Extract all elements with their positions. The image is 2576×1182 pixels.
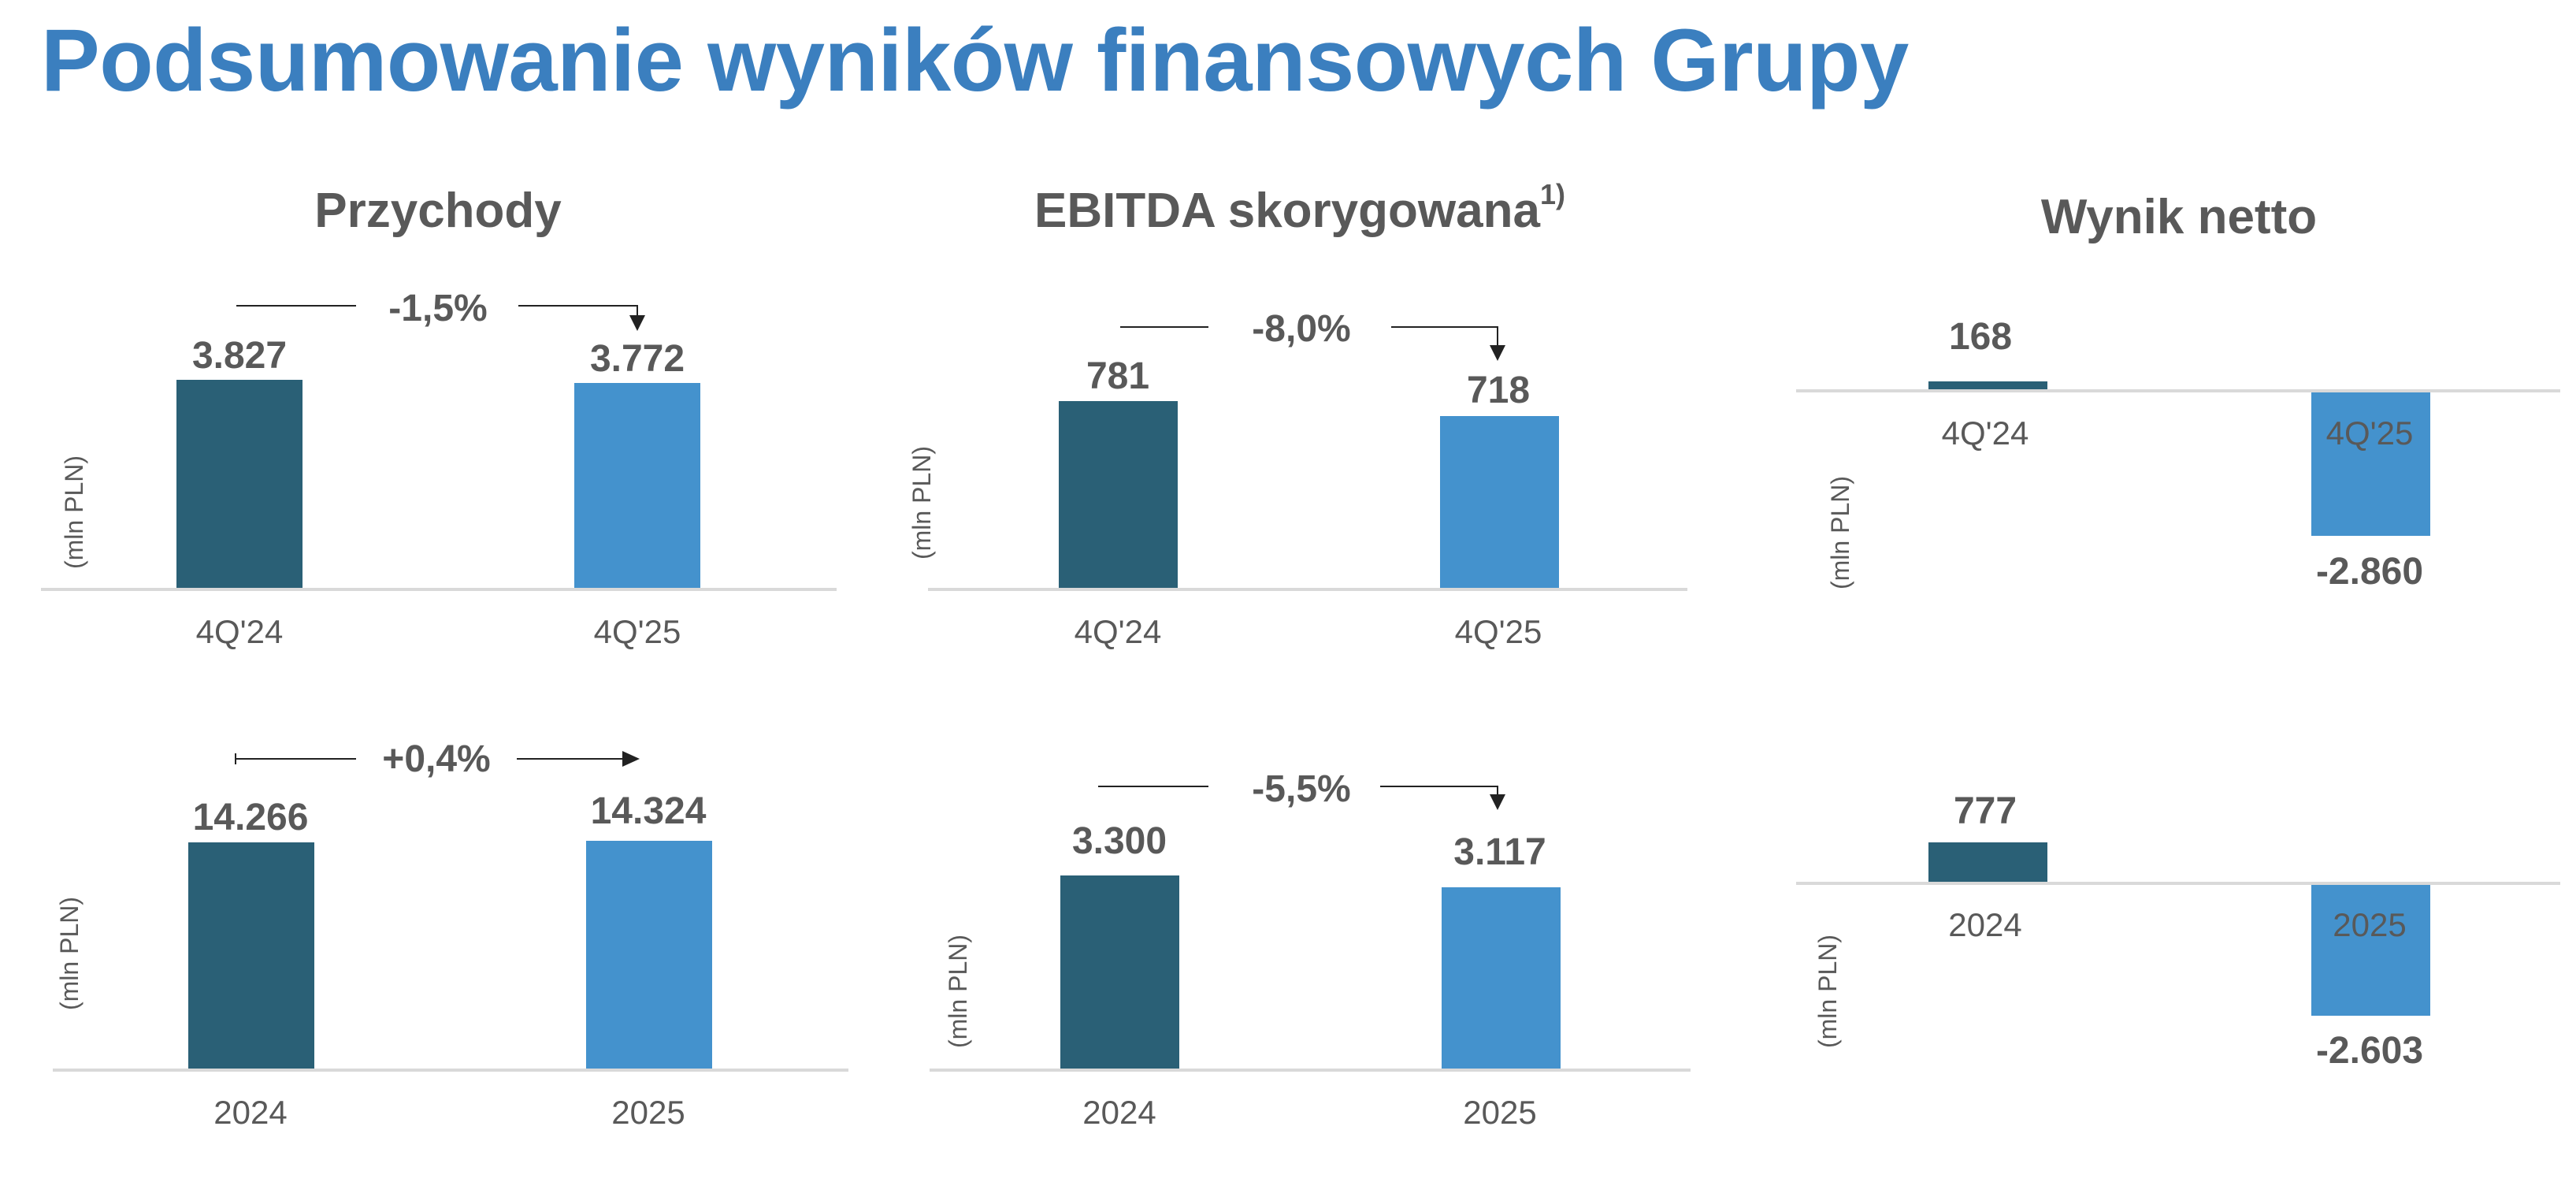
change-connector-drop [637, 305, 638, 318]
unit-label: (mln PLN) [908, 445, 936, 559]
bar-value-label: 14.266 [192, 797, 309, 838]
category-label: 2025 [2333, 906, 2407, 943]
change-connector-left [236, 305, 356, 307]
category-label: 2024 [213, 1094, 288, 1131]
category-label: 2025 [1463, 1094, 1537, 1131]
bar-prior [1928, 381, 2047, 391]
arrow-right-icon [622, 751, 640, 767]
x-axis [1796, 389, 2560, 392]
unit-label: (mln PLN) [55, 896, 84, 1010]
unit-label: (mln PLN) [1813, 934, 1842, 1048]
bar-current [1442, 887, 1561, 1070]
bar-value-label: 3.117 [1453, 831, 1546, 873]
category-label: 4Q'24 [1074, 613, 1162, 650]
heading-text: Wynik netto [2040, 190, 2318, 244]
bar-value-label: 777 [1953, 790, 2017, 832]
bar-value-label: -2.860 [2315, 551, 2424, 593]
heading-text: Przychody [314, 184, 562, 238]
bar-current [2311, 885, 2430, 1016]
page-title: Podsumowanie wyników finansowych Grupy [41, 11, 1909, 110]
change-percent: -8,0% [1252, 308, 1351, 350]
bar-prior [1928, 842, 2047, 883]
bar-current [2311, 392, 2430, 536]
change-connector-right [517, 758, 625, 760]
bar-value-label: 168 [1948, 316, 2013, 358]
category-label: 4Q'25 [593, 613, 681, 650]
x-axis [1796, 882, 2560, 885]
change-percent: -1,5% [388, 288, 488, 329]
change-connector-left [1098, 786, 1208, 787]
change-percent: +0,4% [382, 738, 491, 780]
bar-current [586, 841, 712, 1070]
unit-label: (mln PLN) [944, 934, 972, 1048]
category-label: 4Q'25 [1454, 613, 1542, 650]
panel-heading-net-result: Wynik netto [2041, 189, 2317, 245]
category-label: 2025 [611, 1094, 685, 1131]
change-connector-right [518, 305, 638, 307]
bar-prior [1059, 401, 1178, 589]
footnote-marker: 1) [1539, 178, 1565, 210]
category-label: 4Q'24 [195, 613, 284, 650]
arrow-down-icon [1490, 794, 1505, 810]
category-label: 2024 [1948, 906, 2022, 943]
category-label: 2024 [1082, 1094, 1156, 1131]
panel-heading-revenue: Przychody [314, 183, 562, 239]
category-label: 4Q'24 [1941, 414, 2029, 452]
unit-label: (mln PLN) [1826, 475, 1854, 589]
arrow-down-icon [1490, 345, 1505, 361]
bar-prior [188, 842, 314, 1070]
change-connector-right [1391, 326, 1498, 328]
bar-value-label: 718 [1466, 370, 1531, 411]
change-connector-right [1380, 786, 1498, 787]
bar-value-label: 3.772 [589, 338, 685, 380]
category-label: 4Q'25 [2325, 414, 2414, 452]
x-axis [930, 1069, 1691, 1072]
bar-value-label: -2.603 [2315, 1030, 2424, 1072]
change-connector-left [236, 758, 356, 760]
change-connector-tick [235, 753, 236, 764]
bar-current [574, 383, 700, 589]
bar-current [1440, 416, 1559, 589]
bar-prior [176, 380, 303, 589]
bar-value-label: 781 [1086, 355, 1150, 397]
panel-heading-ebitda: EBITDA skorygowana1) [1034, 178, 1565, 239]
change-percent: -5,5% [1252, 768, 1351, 810]
x-axis [41, 588, 837, 591]
bar-prior [1060, 875, 1179, 1070]
x-axis [53, 1069, 848, 1072]
x-axis [928, 588, 1687, 591]
bar-value-label: 14.324 [590, 790, 707, 832]
change-connector-left [1120, 326, 1208, 328]
heading-text: EBITDA skorygowana [1034, 184, 1540, 238]
change-connector-drop [1497, 326, 1498, 350]
bar-value-label: 3.300 [1071, 820, 1167, 862]
change-connector-drop [1497, 786, 1498, 797]
unit-label: (mln PLN) [60, 455, 88, 569]
bar-value-label: 3.827 [191, 335, 288, 377]
arrow-down-icon [629, 315, 645, 331]
